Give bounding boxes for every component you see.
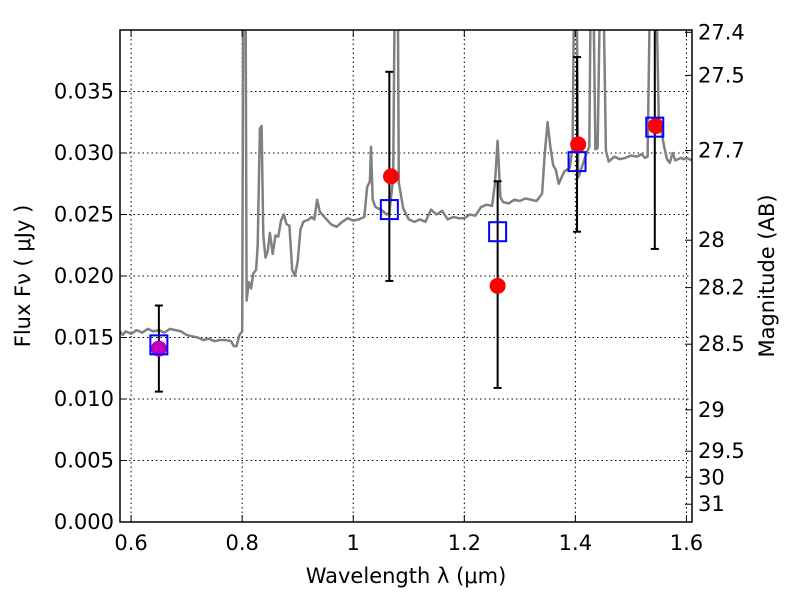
model-flux-square xyxy=(488,221,508,243)
x-tick-label: 0.8 xyxy=(225,531,258,555)
y2-axis-title: Magnitude (AB) xyxy=(755,194,779,357)
y-tick-label: 0.035 xyxy=(54,80,114,104)
x-tick-label: 1.6 xyxy=(670,531,703,555)
x-tick-label: 1.4 xyxy=(559,531,592,555)
y-tick-label: 0.025 xyxy=(54,203,114,227)
y-tick-label: 0.015 xyxy=(54,326,114,350)
ticks xyxy=(120,30,692,523)
y2-tick-label: 27.5 xyxy=(698,63,745,87)
model-flux-square xyxy=(149,334,169,356)
y2-tick-label: 30 xyxy=(698,465,725,489)
x-tick-label: 1.2 xyxy=(448,531,481,555)
x-tick-label: 1 xyxy=(347,531,360,555)
y2-tick-label: 29.5 xyxy=(698,439,745,463)
y-tick-label: 0.000 xyxy=(54,510,114,534)
y-tick-label: 0.030 xyxy=(54,141,114,165)
y2-tick-label: 28.5 xyxy=(698,332,745,356)
model-flux-square xyxy=(567,151,587,173)
y-axis-title: Flux Fν ( μJy ) xyxy=(11,205,35,348)
photometry-point xyxy=(489,277,506,294)
photometry-point xyxy=(647,117,664,134)
y2-tick-label: 27.4 xyxy=(698,20,745,44)
y-tick-label: 0.020 xyxy=(54,264,114,288)
y-tick-label: 0.005 xyxy=(54,449,114,473)
y2-tick-label: 29 xyxy=(698,398,725,422)
model-flux-square xyxy=(379,199,399,221)
x-tick-label: 0.6 xyxy=(114,531,147,555)
plot-data xyxy=(120,30,692,393)
model-flux-square xyxy=(645,116,665,138)
tick-labels: 0.6 0.8 1 1.2 1.4 1.6 0.000 0.005 0.010 0.015 0.02… xyxy=(54,20,745,555)
photometry-point xyxy=(383,168,400,185)
y2-tick-label: 31 xyxy=(698,492,725,516)
photometry-point xyxy=(570,136,587,153)
spectrum-line xyxy=(120,30,692,348)
y2-tick-label: 27.7 xyxy=(698,139,745,163)
y2-tick-label: 28.2 xyxy=(698,276,745,300)
y2-tick-label: 28 xyxy=(698,228,725,252)
y-tick-label: 0.010 xyxy=(54,387,114,411)
x-axis-title: Wavelength λ (μm) xyxy=(306,564,507,588)
grid xyxy=(120,30,692,523)
